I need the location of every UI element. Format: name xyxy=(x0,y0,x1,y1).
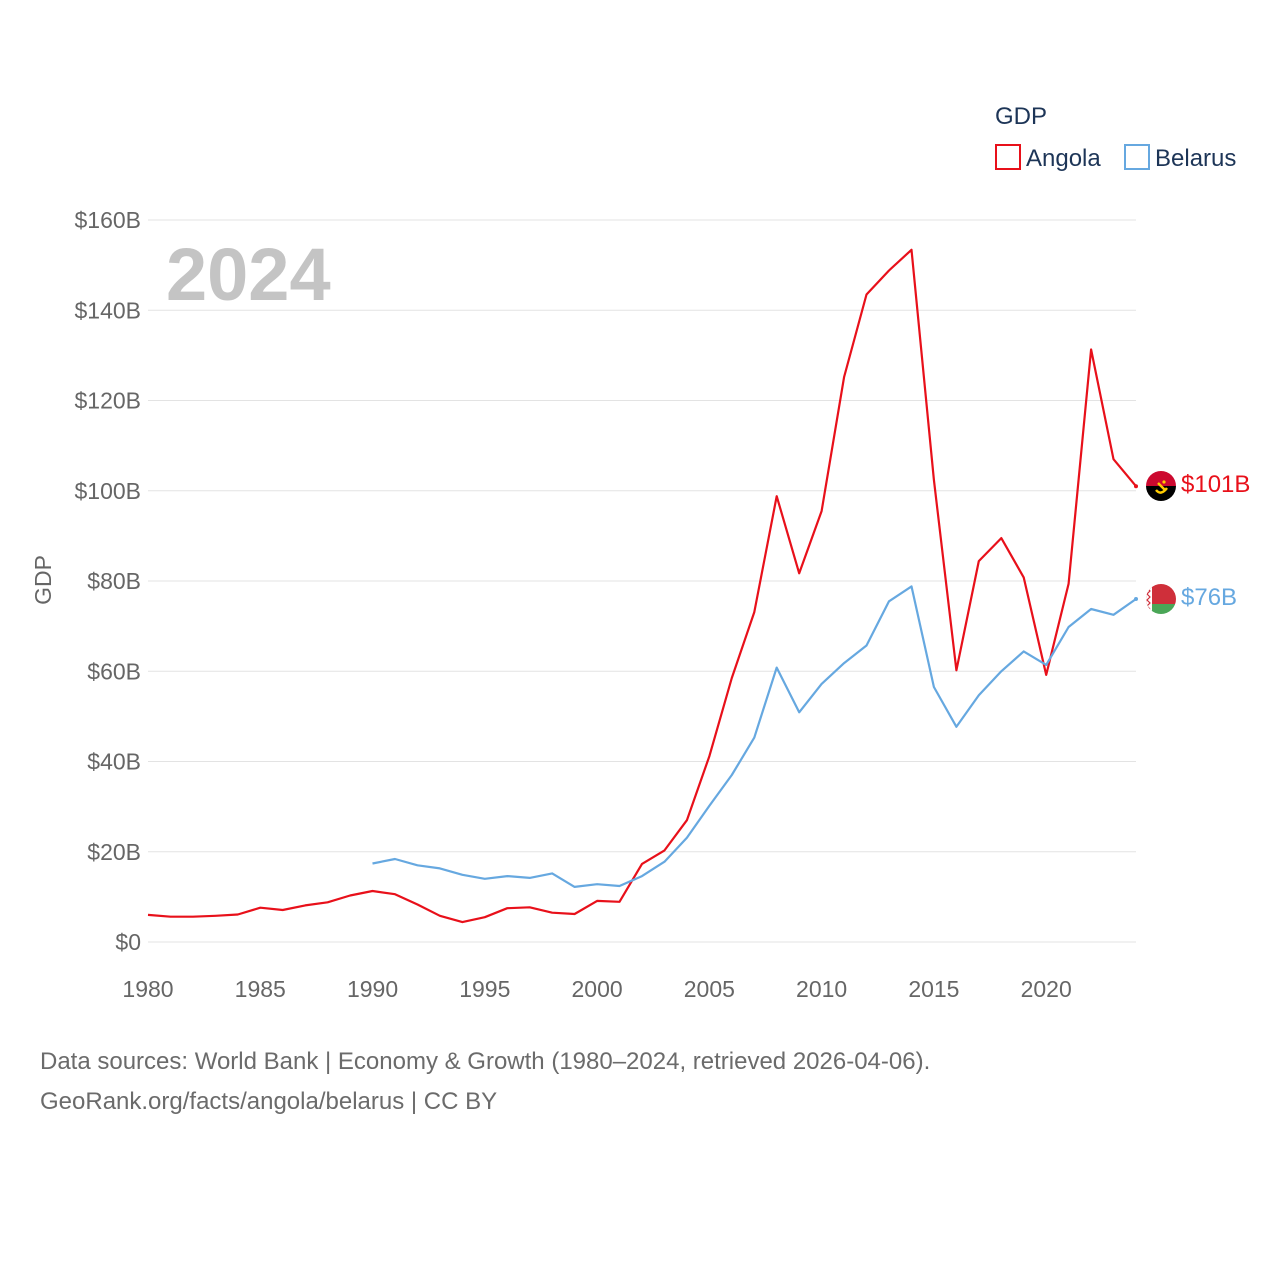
legend-title: GDP xyxy=(995,103,1047,130)
x-tick-label: 2005 xyxy=(684,976,735,1002)
series-line-angola[interactable] xyxy=(147,248,1137,924)
y-tick-label: $160B xyxy=(74,207,141,233)
y-tick-label: $60B xyxy=(87,658,141,684)
footer: Data sources: World Bank | Economy & Gro… xyxy=(40,1042,930,1122)
x-axis-ticks: 1980 1985 1990 1995 2000 2005 2010 2015 2020 xyxy=(122,976,1071,1002)
legend-swatch-angola[interactable] xyxy=(995,144,1021,170)
x-tick-label: 1985 xyxy=(235,976,286,1002)
angola-flag-icon xyxy=(1146,471,1176,501)
y-tick-label: $100B xyxy=(74,478,141,504)
y-tick-label: $80B xyxy=(87,568,141,594)
x-tick-label: 2015 xyxy=(908,976,959,1002)
source-credit: GeoRank.org/facts/angola/belarus | CC BY xyxy=(40,1088,498,1115)
angola-end-value: $101B xyxy=(1181,471,1250,498)
data-point-angola-2024 xyxy=(1134,484,1138,489)
belarus-end-marker: $76B xyxy=(1146,584,1237,614)
angola-end-marker: $101B xyxy=(1146,471,1250,501)
y-tick-label: $40B xyxy=(87,749,141,775)
gridlines xyxy=(148,219,1136,943)
y-tick-label: $140B xyxy=(74,297,141,323)
y-axis-label: GDP xyxy=(30,555,56,605)
x-tick-label: 2020 xyxy=(1021,976,1072,1002)
data-point-belarus-2024 xyxy=(1134,597,1138,602)
y-axis-ticks: $0 $20B $40B $60B $80B $100B $120B $140B $160B xyxy=(74,207,141,955)
x-tick-label: 1990 xyxy=(347,976,398,1002)
legend: GDP Angola Belarus xyxy=(995,103,1236,172)
legend-label-angola[interactable]: Angola xyxy=(1026,145,1101,172)
x-tick-label: 2010 xyxy=(796,976,847,1002)
gdp-line-chart: GDP Angola Belarus $0 $20B $40B $60B $80B $10… xyxy=(30,103,1250,1002)
series-line-belarus[interactable] xyxy=(372,585,1137,889)
data-sources-note: Data sources: World Bank | Economy & Gro… xyxy=(40,1048,931,1075)
x-tick-label: 1980 xyxy=(122,976,173,1002)
legend-label-belarus[interactable]: Belarus xyxy=(1155,145,1236,172)
x-tick-label: 2000 xyxy=(572,976,623,1002)
year-watermark: 2024 xyxy=(166,233,331,316)
legend-swatch-belarus[interactable] xyxy=(1124,144,1150,170)
y-tick-label: $20B xyxy=(87,839,141,865)
y-tick-label: $120B xyxy=(74,388,141,414)
series-lines xyxy=(147,248,1138,924)
x-tick-label: 1995 xyxy=(459,976,510,1002)
y-tick-label: $0 xyxy=(115,929,141,955)
belarus-end-value: $76B xyxy=(1181,584,1237,611)
belarus-flag-icon xyxy=(1146,584,1176,614)
